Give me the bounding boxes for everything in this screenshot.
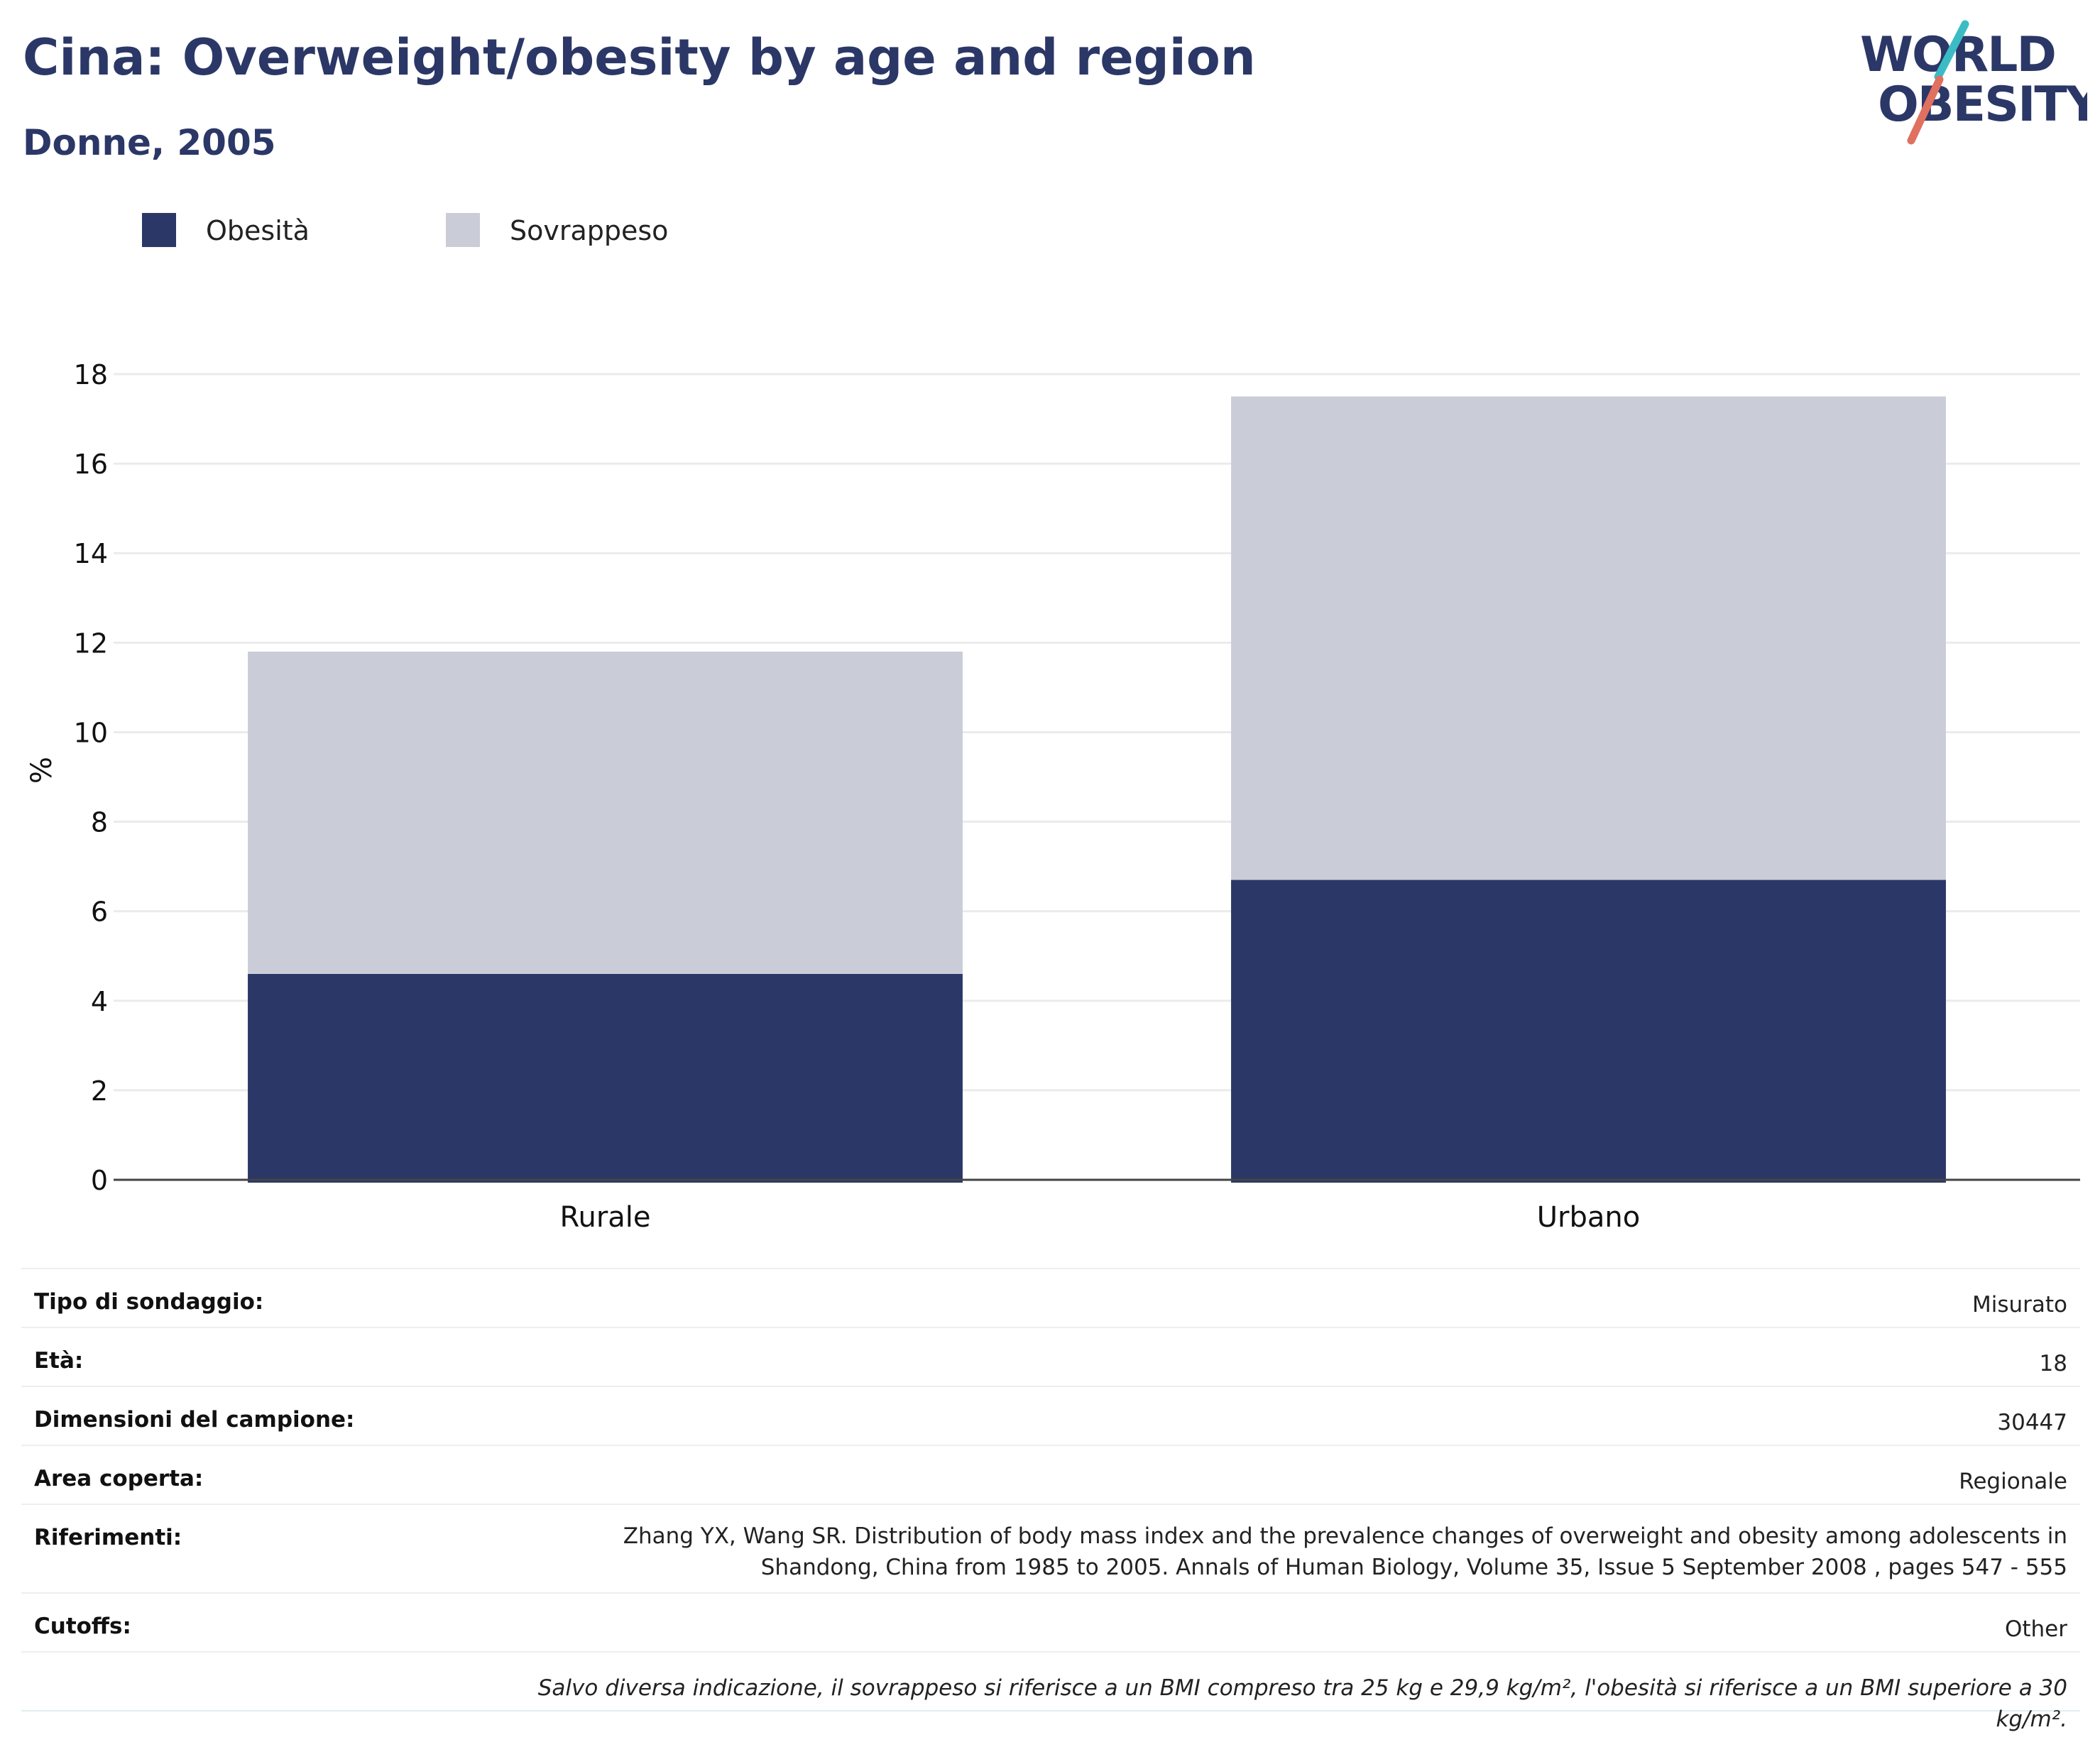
legend-label-obesity: Obesità	[206, 215, 310, 246]
bar-rurale-obesity[interactable]	[248, 973, 963, 1183]
meta-row-survey-type: Tipo di sondaggio: Misurato	[21, 1268, 2080, 1327]
x-tick-labels: Rurale Urbano	[559, 1201, 1640, 1234]
y-tick-label: 18	[74, 359, 108, 390]
meta-label-sample-size: Dimensioni del campione:	[34, 1407, 355, 1433]
meta-value-sample-size: 30447	[1997, 1410, 2067, 1435]
meta-row-sample-size: Dimensioni del campione: 30447	[21, 1386, 2080, 1445]
y-tick-label: 12	[74, 628, 108, 659]
logo-slash-teal	[1934, 20, 1969, 81]
meta-label-survey-type: Tipo di sondaggio:	[34, 1289, 264, 1315]
meta-value-area: Regionale	[1959, 1469, 2067, 1494]
bars	[248, 396, 1946, 1183]
chart-subtitle: Donne, 2005	[23, 122, 276, 163]
meta-label-references: Riferimenti:	[34, 1525, 182, 1550]
legend-swatch-overweight	[446, 213, 480, 247]
bar-rurale-overweight[interactable]	[248, 651, 963, 974]
y-tick-label: 6	[91, 897, 108, 928]
meta-row-age: Età: 18	[21, 1327, 2080, 1386]
y-axis-label: %	[26, 757, 58, 784]
logo-line2: OBESITY	[1878, 77, 2087, 133]
meta-row-area: Area coperta: Regionale	[21, 1445, 2080, 1504]
y-tick-label: 8	[91, 807, 108, 838]
y-tick-label: 2	[91, 1075, 108, 1107]
x-tick-label-urbano: Urbano	[1537, 1201, 1640, 1234]
meta-label-age: Età:	[34, 1348, 84, 1374]
meta-label-area: Area coperta:	[34, 1466, 204, 1491]
y-tick-label: 14	[74, 538, 108, 569]
meta-label-cutoffs: Cutoffs:	[34, 1614, 131, 1639]
y-tick-labels: 0 2 4 6 8 10 12 14 16 18	[74, 359, 108, 1196]
meta-value-age: 18	[2039, 1351, 2067, 1376]
reference-line-1: Zhang YX, Wang SR. Distribution of body …	[623, 1523, 2067, 1549]
legend-swatch-obesity	[142, 213, 176, 247]
legend-label-overweight: Sovrappeso	[510, 215, 669, 246]
stacked-bar-chart: 0 2 4 6 8 10 12 14 16 18 Rurale Urbano %	[26, 359, 2080, 1234]
metadata-table: Tipo di sondaggio: Misurato Età: 18 Dime…	[21, 1268, 2080, 1732]
meta-value-survey-type: Misurato	[1972, 1292, 2067, 1318]
y-tick-label: 0	[91, 1165, 108, 1196]
bar-urbano-overweight[interactable]	[1231, 396, 1946, 880]
reference-line-2: Shandong, China from 1985 to 2005. Annal…	[760, 1555, 2067, 1580]
world-obesity-logo: WORLD OBESITY	[1860, 20, 2087, 145]
y-tick-label: 4	[91, 986, 108, 1017]
meta-value-references: Zhang YX, Wang SR. Distribution of body …	[505, 1521, 2067, 1583]
chart-title: Cina: Overweight/obesity by age and regi…	[23, 28, 1256, 87]
logo-slash-coral	[1907, 75, 1944, 145]
x-tick-label-rurale: Rurale	[559, 1201, 650, 1234]
meta-row-footnote: Salvo diversa indicazione, il sovrappeso…	[21, 1651, 2080, 1732]
y-tick-label: 10	[74, 717, 108, 748]
footnote: Salvo diversa indicazione, il sovrappeso…	[537, 1675, 2067, 1732]
bar-urbano-obesity[interactable]	[1231, 880, 1946, 1183]
meta-row-references: Riferimenti: Zhang YX, Wang SR. Distribu…	[21, 1504, 2080, 1592]
meta-bottom-border	[21, 1710, 2080, 1712]
meta-row-cutoffs: Cutoffs: Other	[21, 1592, 2080, 1651]
y-tick-label: 16	[74, 449, 108, 480]
meta-value-cutoffs: Other	[2004, 1616, 2067, 1642]
